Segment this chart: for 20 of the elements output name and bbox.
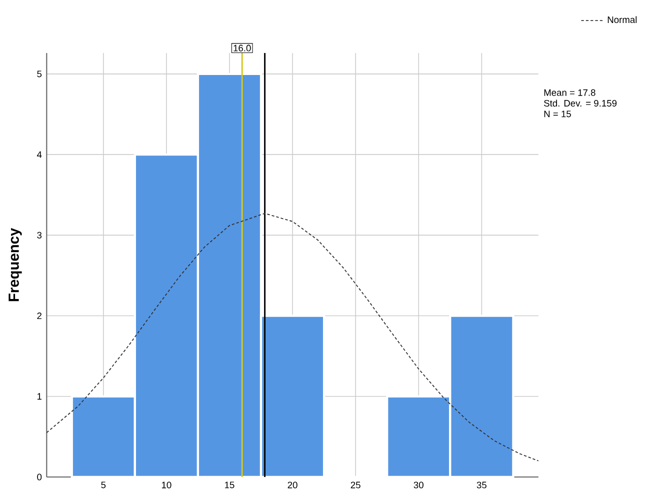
y-tick-label: 5 (37, 70, 42, 78)
y-tick-label: 1 (37, 393, 42, 400)
text: Mean = 17.8 (544, 89, 596, 96)
x-tick-label: 15 (225, 482, 234, 488)
x-tick-label: 5 (101, 482, 106, 488)
text: Std. Dev. = 9.159 (544, 100, 617, 107)
ref-line-label: 16.0 (234, 44, 251, 52)
text: N = 15 (544, 110, 571, 118)
y-tick-label: 4 (36, 151, 42, 158)
x-tick-label: 10 (162, 482, 172, 488)
legend-label: Normal (608, 16, 637, 24)
x-tick-label: 25 (350, 482, 360, 488)
y-axis-title: Frequency (8, 228, 22, 302)
x-tick-label: 30 (414, 482, 424, 488)
y-tick-label: 0 (37, 474, 42, 480)
line-series (46, 212, 539, 462)
x-tick-label: 35 (476, 482, 486, 488)
y-tick-label: 2 (37, 312, 42, 320)
x-tick-label: 20 (288, 482, 298, 488)
y-tick-label: 3 (37, 232, 42, 238)
